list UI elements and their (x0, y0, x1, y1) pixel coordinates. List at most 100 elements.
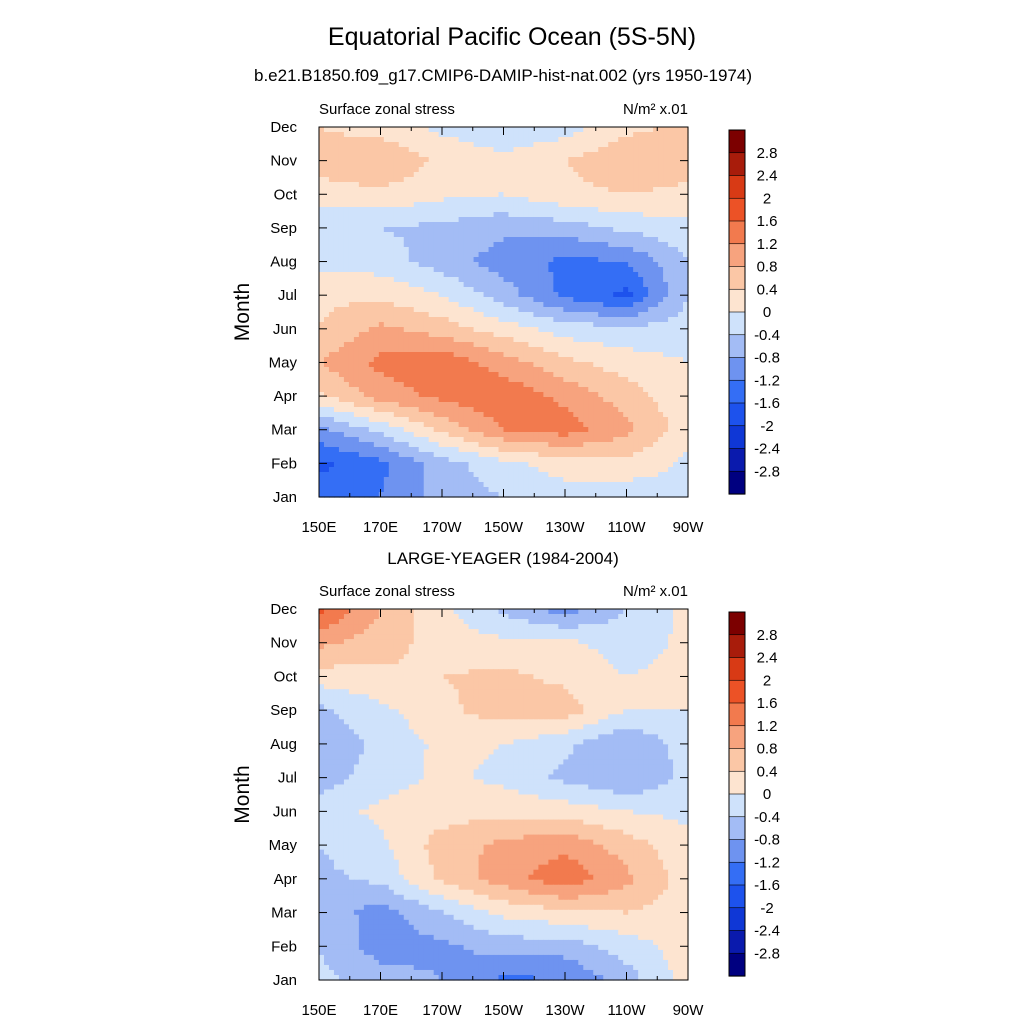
heatmap-cell (623, 382, 629, 388)
heatmap-cell (558, 232, 564, 238)
heatmap-cell (503, 277, 510, 283)
heatmap-cell (628, 267, 634, 273)
heatmap-cell (543, 402, 549, 408)
heatmap-cell (423, 242, 430, 248)
heatmap-cell (678, 392, 684, 398)
heatmap-cell (473, 387, 480, 393)
heatmap-cell (438, 207, 445, 213)
heatmap-cell (338, 357, 345, 363)
heatmap-cell (373, 207, 380, 213)
heatmap-cell (678, 297, 684, 303)
heatmap-cell (393, 237, 400, 243)
heatmap-cell (578, 452, 584, 458)
heatmap-cell (648, 222, 654, 228)
heatmap-cell (653, 132, 659, 138)
heatmap-cell (628, 347, 634, 353)
heatmap-cell (373, 357, 380, 363)
heatmap-cell (588, 387, 594, 393)
heatmap-cell (678, 367, 684, 373)
heatmap-cell (533, 372, 540, 378)
heatmap-cell (588, 307, 594, 313)
heatmap-cell (503, 342, 510, 348)
heatmap-cell (328, 327, 335, 333)
heatmap-cell (343, 332, 350, 338)
heatmap-cell (673, 382, 679, 388)
heatmap-cell (588, 242, 594, 248)
heatmap-cell (368, 322, 375, 328)
heatmap-cell (643, 377, 649, 383)
heatmap-cell (483, 347, 490, 353)
heatmap-cell (358, 172, 365, 178)
heatmap-cell (503, 392, 510, 398)
heatmap-cell (323, 377, 330, 383)
heatmap-cell (463, 357, 470, 363)
heatmap-cell (378, 287, 385, 293)
heatmap-cell (413, 297, 420, 303)
heatmap-cell (358, 142, 365, 148)
heatmap-cell (483, 257, 490, 263)
heatmap-cell (338, 212, 345, 218)
heatmap-cell (613, 437, 619, 443)
heatmap-cell (523, 387, 530, 393)
heatmap-cell (388, 402, 395, 408)
heatmap-cell (668, 237, 674, 243)
heatmap-cell (443, 377, 450, 383)
heatmap-cell (638, 287, 644, 293)
heatmap-cell (428, 357, 435, 363)
heatmap-cell (558, 272, 564, 278)
heatmap-cell (433, 237, 440, 243)
heatmap-cell (398, 262, 405, 268)
heatmap-cell (493, 452, 500, 458)
heatmap-cell (658, 232, 664, 238)
heatmap-cell (603, 287, 609, 293)
heatmap-cell (463, 397, 470, 403)
heatmap-cell (663, 367, 669, 373)
heatmap-cell (513, 407, 520, 413)
heatmap-cell (438, 317, 445, 323)
heatmap-cell (423, 237, 430, 243)
heatmap-cell (353, 307, 360, 313)
heatmap-cell (458, 372, 465, 378)
heatmap-cell (643, 367, 649, 373)
heatmap-cell (593, 357, 599, 363)
heatmap-cell (378, 407, 385, 413)
heatmap-cell (393, 362, 400, 368)
heatmap-cell (388, 447, 395, 453)
heatmap-cell (573, 367, 579, 373)
heatmap-cell (418, 202, 425, 208)
heatmap-cell (358, 252, 365, 258)
heatmap-cell (663, 177, 669, 183)
heatmap-cell (463, 197, 470, 203)
heatmap-cell (513, 382, 520, 388)
heatmap-cell (378, 227, 385, 233)
heatmap-cell (388, 452, 395, 458)
heatmap-cell (368, 282, 375, 288)
heatmap-cell (613, 127, 619, 133)
heatmap-cell (458, 342, 465, 348)
heatmap-cell (348, 337, 355, 343)
heatmap-cell (423, 397, 430, 403)
heatmap-cell (593, 347, 599, 353)
heatmap-cell (398, 142, 405, 148)
heatmap-cell (438, 217, 445, 223)
heatmap-cell (533, 202, 540, 208)
heatmap-cell (319, 377, 325, 383)
heatmap-cell (633, 417, 639, 423)
heatmap-cell (518, 167, 525, 173)
heatmap-cell (508, 357, 515, 363)
heatmap-cell (628, 282, 634, 288)
heatmap-cell (378, 262, 385, 268)
heatmap-cell (393, 162, 400, 168)
heatmap-cell (658, 207, 664, 213)
heatmap-cell (328, 387, 335, 393)
heatmap-cell (493, 397, 500, 403)
heatmap-cell (319, 277, 325, 283)
heatmap-cell (443, 257, 450, 263)
heatmap-cell (468, 402, 475, 408)
heatmap-cell (438, 357, 445, 363)
heatmap-cell (473, 297, 480, 303)
heatmap-cell (319, 357, 325, 363)
heatmap-cell (628, 127, 634, 133)
heatmap-cell (403, 372, 410, 378)
heatmap-cell (403, 197, 410, 203)
